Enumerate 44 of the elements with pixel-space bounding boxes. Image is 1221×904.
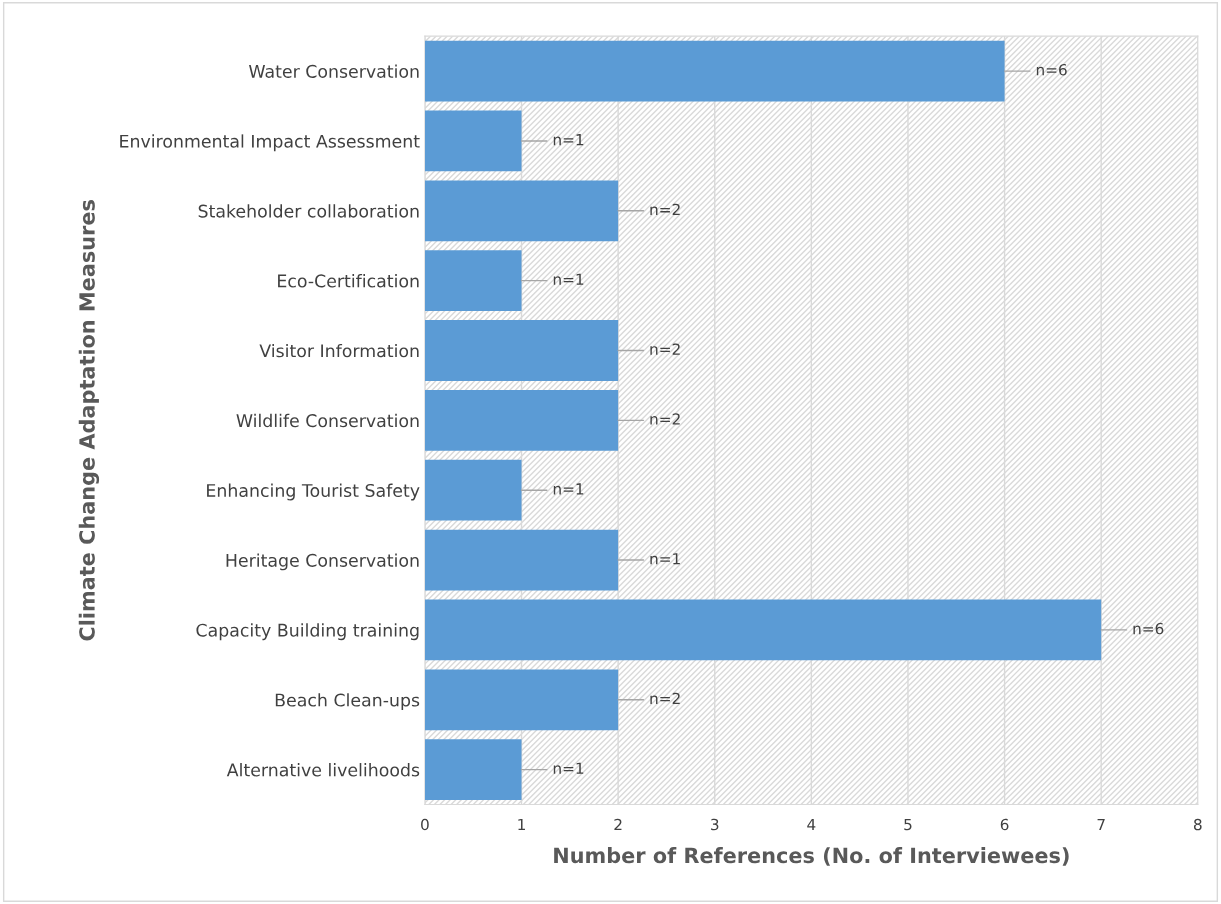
annotation: n=2: [650, 692, 680, 704]
bar: [424, 739, 522, 801]
annotation: n=6: [1133, 622, 1164, 635]
x-tick-label: 0: [421, 818, 429, 831]
annotation: n=2: [650, 343, 680, 355]
y-tick-label: Capacity Building training: [196, 623, 419, 641]
y-tick-label: Heritage Conservation: [226, 553, 419, 571]
y-tick-label: Enhancing Tourist Safety: [207, 483, 420, 501]
y-tick-label: Environmental Impact Assessment: [120, 134, 420, 152]
annotation: n=6: [1036, 63, 1067, 76]
annotation: n=1: [553, 762, 584, 774]
bar: [424, 669, 619, 731]
x-tick-label: 5: [904, 818, 912, 831]
x-tick-label: 8: [1193, 818, 1202, 831]
bar: [424, 180, 619, 242]
y-tick-label: Eco-Certification: [278, 274, 419, 288]
bar: [424, 459, 522, 521]
y-tick-label: Visitor Information: [259, 343, 419, 358]
annotation: n=1: [553, 483, 584, 495]
y-tick-label: Stakeholder collaboration: [198, 204, 419, 218]
y-tick-label: Alternative livelihoods: [226, 763, 420, 777]
x-tick-label: 4: [807, 818, 816, 831]
x-tick-label: 2: [614, 818, 622, 831]
bar: [424, 599, 1102, 661]
annotation: n=1: [553, 134, 584, 146]
y-tick-label: Beach Clean-ups: [275, 693, 420, 710]
bar: [424, 529, 619, 591]
y-tick-label: Wildlife Conservation: [236, 413, 419, 428]
x-axis-title: Number of References (No. of Interviewees): [554, 847, 1069, 866]
annotation: n=2: [650, 413, 680, 425]
x-tick-label: 6: [1000, 818, 1009, 831]
bar: [424, 40, 1005, 102]
bar: [424, 250, 522, 312]
annotation: n=2: [650, 203, 680, 216]
y-axis-title: Climate Change Adaptation Measures: [78, 200, 100, 641]
bar: [424, 110, 522, 172]
x-tick-label: 7: [1097, 818, 1105, 831]
y-tick-label: Water Conservation: [249, 64, 419, 78]
x-tick-label: 3: [711, 818, 719, 831]
annotation: n=1: [553, 273, 584, 285]
bar: [424, 389, 619, 451]
bar: [424, 320, 619, 381]
x-tick-label: 1: [518, 818, 525, 831]
annotation: n=1: [650, 553, 680, 565]
